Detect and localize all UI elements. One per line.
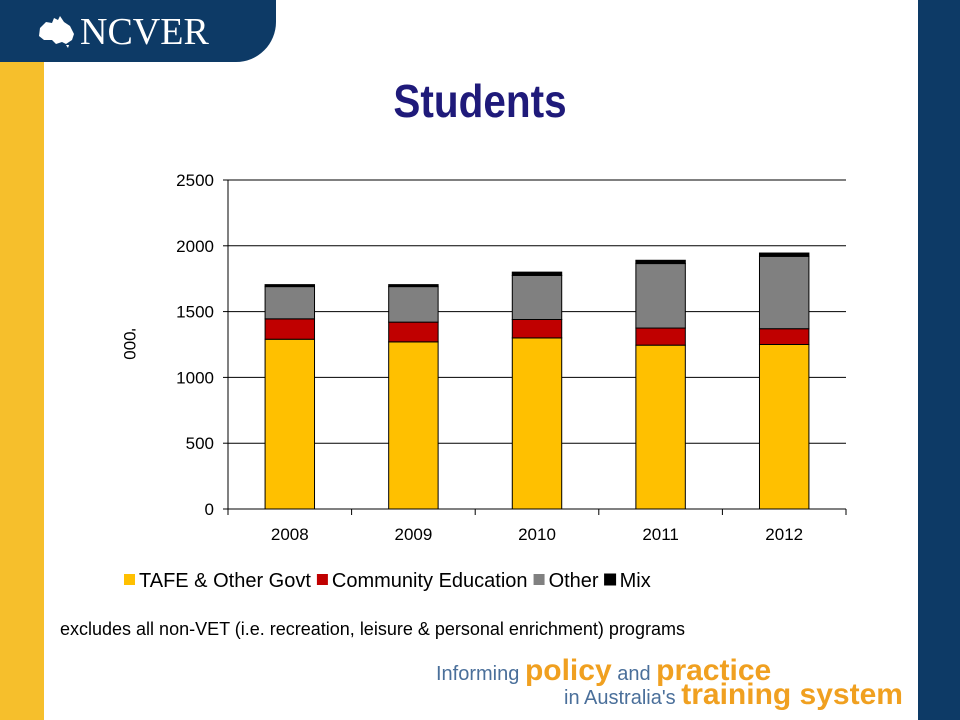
y-tick-label: 0 — [205, 500, 214, 519]
legend-label: Other — [549, 570, 599, 592]
bar-2008-community-education — [264, 318, 316, 340]
bar-2010-other — [511, 274, 563, 320]
chart-bars — [264, 252, 810, 510]
bar-2011-tafe-other-govt — [635, 344, 686, 510]
bar-2008-tafe-other-govt — [264, 338, 316, 510]
y-tick-labels: 0 500 1000 1500 2000 2500 — [176, 171, 214, 519]
tagline-line-1: Informing policy and practice — [436, 654, 771, 688]
legend-swatch-other — [533, 574, 545, 585]
bar-2009-community-education — [388, 321, 439, 343]
left-accent-stripe — [0, 0, 44, 720]
legend-swatch-tafe-other-govt — [124, 574, 135, 585]
bar-2009-tafe-other-govt — [388, 341, 439, 510]
bar-2012-other — [758, 255, 810, 330]
bar-2011-community-education — [635, 327, 686, 346]
chart-legend: TAFE & Other Govt Community Education Othe… — [124, 570, 651, 592]
legend-label: TAFE & Other Govt — [139, 570, 311, 592]
tagline-informing: Informing — [436, 663, 525, 685]
y-tick-label: 2000 — [176, 237, 214, 256]
bar-2012-mix — [758, 252, 810, 257]
bar-2008-mix — [264, 284, 316, 288]
logo-text: NCVER — [80, 11, 209, 53]
y-tick-label: 2500 — [176, 171, 214, 190]
y-tick-label: 500 — [186, 434, 214, 453]
x-tick-label: 2011 — [642, 525, 679, 544]
bar-2012-tafe-other-govt — [758, 344, 810, 510]
bar-2008-other — [264, 286, 316, 320]
y-tick-label: 1500 — [176, 303, 214, 322]
chart-axes — [227, 180, 847, 515]
legend-swatch-mix — [604, 573, 617, 586]
tagline-line-2: in Australia's training system — [564, 678, 903, 712]
tagline-policy: policy — [524, 654, 612, 687]
right-stripe-gap — [912, 0, 918, 720]
ncver-logo: NCVER — [0, 0, 276, 62]
bar-2011-other — [635, 263, 686, 329]
legend-swatch-community-education — [316, 574, 328, 585]
tagline: Informing policy and practice in Austral… — [436, 652, 916, 712]
x-tick-labels: 2008 2009 2010 2011 2012 — [271, 525, 803, 544]
x-tick-label: 2009 — [394, 525, 432, 544]
tagline-in-australias: in Australia's — [564, 687, 682, 709]
y-tick-label: 1000 — [176, 368, 214, 387]
y-axis-label: '000 — [120, 328, 139, 360]
tagline-and: and — [611, 663, 657, 685]
bar-2011-mix — [635, 259, 686, 265]
bar-2009-other — [388, 286, 439, 323]
bar-2010-community-education — [511, 318, 563, 339]
footnote: excludes all non-VET (i.e. recreation, l… — [60, 619, 685, 639]
tagline-practice: practice — [656, 654, 772, 687]
x-tick-label: 2008 — [271, 525, 309, 544]
legend-label: Community Education — [332, 570, 528, 592]
bar-2012-community-education — [758, 328, 810, 346]
bar-2010-mix — [511, 271, 563, 276]
legend-label: Mix — [620, 570, 651, 592]
bar-2009-mix — [388, 284, 439, 288]
australia-map-icon — [39, 16, 74, 48]
tagline-training-system: training system — [681, 678, 903, 711]
right-accent-stripe — [918, 0, 960, 720]
x-tick-label: 2012 — [765, 525, 803, 544]
slide-title: Students — [393, 75, 567, 127]
bar-2010-tafe-other-govt — [511, 337, 563, 510]
x-tick-label: 2010 — [518, 525, 556, 544]
